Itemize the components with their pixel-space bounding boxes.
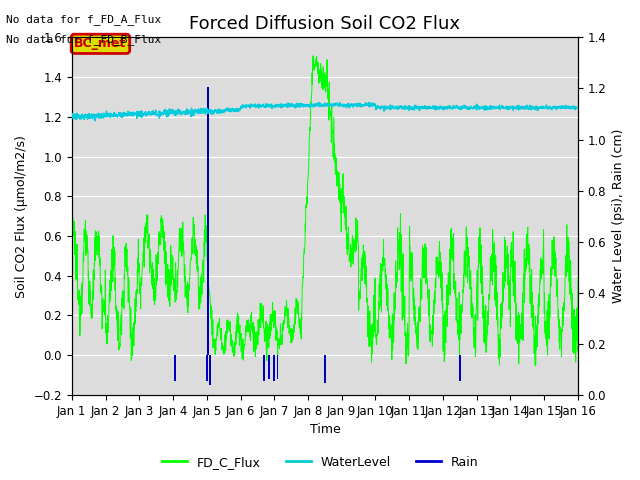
Bar: [207, 87, 209, 355]
Text: BC_met: BC_met: [74, 37, 127, 50]
Bar: [276, 355, 278, 379]
Bar: [268, 355, 270, 379]
Legend: FD_C_Flux, WaterLevel, Rain: FD_C_Flux, WaterLevel, Rain: [157, 451, 483, 474]
Title: Forced Diffusion Soil CO2 Flux: Forced Diffusion Soil CO2 Flux: [189, 15, 460, 33]
Bar: [209, 355, 211, 385]
Y-axis label: Water Level (psi), Rain (cm): Water Level (psi), Rain (cm): [612, 129, 625, 303]
Bar: [206, 355, 207, 381]
X-axis label: Time: Time: [310, 423, 340, 436]
Bar: [263, 355, 265, 381]
Text: No data for f_FD_A_Flux: No data for f_FD_A_Flux: [6, 14, 162, 25]
Y-axis label: Soil CO2 Flux (μmol/m2/s): Soil CO2 Flux (μmol/m2/s): [15, 135, 28, 298]
Text: No data for f_FD_B_Flux: No data for f_FD_B_Flux: [6, 34, 162, 45]
Bar: [324, 355, 326, 383]
Bar: [174, 355, 175, 381]
Bar: [459, 355, 461, 381]
Bar: [273, 355, 275, 381]
